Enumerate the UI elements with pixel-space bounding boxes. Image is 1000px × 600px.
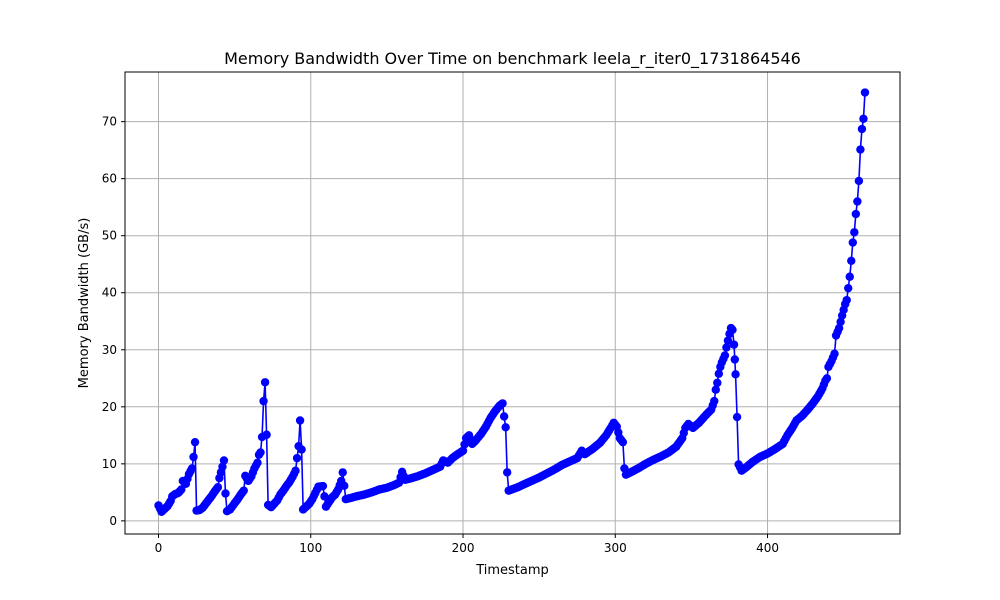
x-tick-label: 100 <box>299 541 322 555</box>
data-point <box>834 323 844 333</box>
axis-ticks: 0 100 200 300 400 0 10 20 30 40 50 60 70 <box>102 115 779 555</box>
x-axis-label: Timestamp <box>475 563 549 578</box>
y-tick-label: 60 <box>102 172 117 186</box>
data-point <box>501 423 510 432</box>
y-tick-label: 30 <box>102 343 117 357</box>
x-tick-label: 0 <box>155 541 163 555</box>
series-line <box>157 92 866 514</box>
data-point <box>297 445 306 454</box>
plot-frame <box>124 71 901 535</box>
data-point <box>714 369 724 378</box>
data-point <box>189 452 198 462</box>
data-point <box>618 437 628 447</box>
data-point <box>713 378 722 388</box>
data-point <box>731 370 740 379</box>
grid <box>125 72 900 534</box>
data-point <box>853 197 862 206</box>
data-point <box>854 176 864 186</box>
data-point <box>859 114 868 123</box>
data-point <box>856 145 865 154</box>
data-point <box>253 458 262 467</box>
data-point <box>187 464 197 473</box>
y-tick-label: 0 <box>109 514 117 528</box>
data-point <box>177 485 186 494</box>
data-point <box>295 416 305 425</box>
data-point <box>239 486 248 495</box>
data-point <box>844 283 853 293</box>
data-point <box>340 481 349 490</box>
data-point <box>730 355 739 364</box>
y-tick-label: 20 <box>102 400 117 414</box>
data-point <box>221 489 230 498</box>
data-point <box>338 468 347 477</box>
data-point <box>830 349 839 358</box>
data-point <box>847 256 856 265</box>
data-point <box>728 325 737 335</box>
y-axis-label: Memory Bandwidth (GB/s) <box>77 218 92 389</box>
y-tick-label: 70 <box>102 115 117 129</box>
data-point <box>292 453 302 463</box>
data-point <box>498 399 507 408</box>
data-point <box>219 456 229 465</box>
chart-title: Memory Bandwidth Over Time on benchmark … <box>224 49 801 69</box>
y-tick-label: 40 <box>102 286 117 300</box>
data-point <box>320 492 329 501</box>
data-point <box>218 462 227 471</box>
data-point <box>822 374 832 383</box>
x-tick-label: 300 <box>604 541 627 555</box>
data-point <box>260 378 270 387</box>
series-group <box>154 88 870 516</box>
y-tick-label: 10 <box>102 457 117 471</box>
data-point <box>723 336 733 345</box>
data-point <box>190 437 200 447</box>
data-point <box>458 446 468 455</box>
data-point <box>213 483 223 492</box>
data-point <box>842 295 851 305</box>
data-point <box>318 481 328 491</box>
data-point <box>850 228 859 237</box>
data-point <box>720 351 730 360</box>
data-point <box>848 238 857 247</box>
data-point <box>732 412 742 422</box>
data-point <box>836 317 845 327</box>
data-point <box>460 440 469 449</box>
x-tick-label: 400 <box>756 541 779 555</box>
data-point <box>710 396 719 406</box>
data-point <box>502 468 512 477</box>
data-point <box>291 466 300 475</box>
data-point <box>722 343 731 352</box>
x-tick-label: 200 <box>452 541 475 555</box>
data-point <box>262 430 271 439</box>
data-point <box>499 412 509 421</box>
data-point <box>711 385 720 394</box>
data-point <box>259 396 268 406</box>
data-point <box>860 88 870 97</box>
data-point <box>851 209 861 219</box>
data-point <box>845 272 854 281</box>
data-point <box>256 448 265 457</box>
data-point <box>729 340 739 349</box>
data-point <box>857 124 867 134</box>
y-tick-label: 50 <box>102 229 117 243</box>
